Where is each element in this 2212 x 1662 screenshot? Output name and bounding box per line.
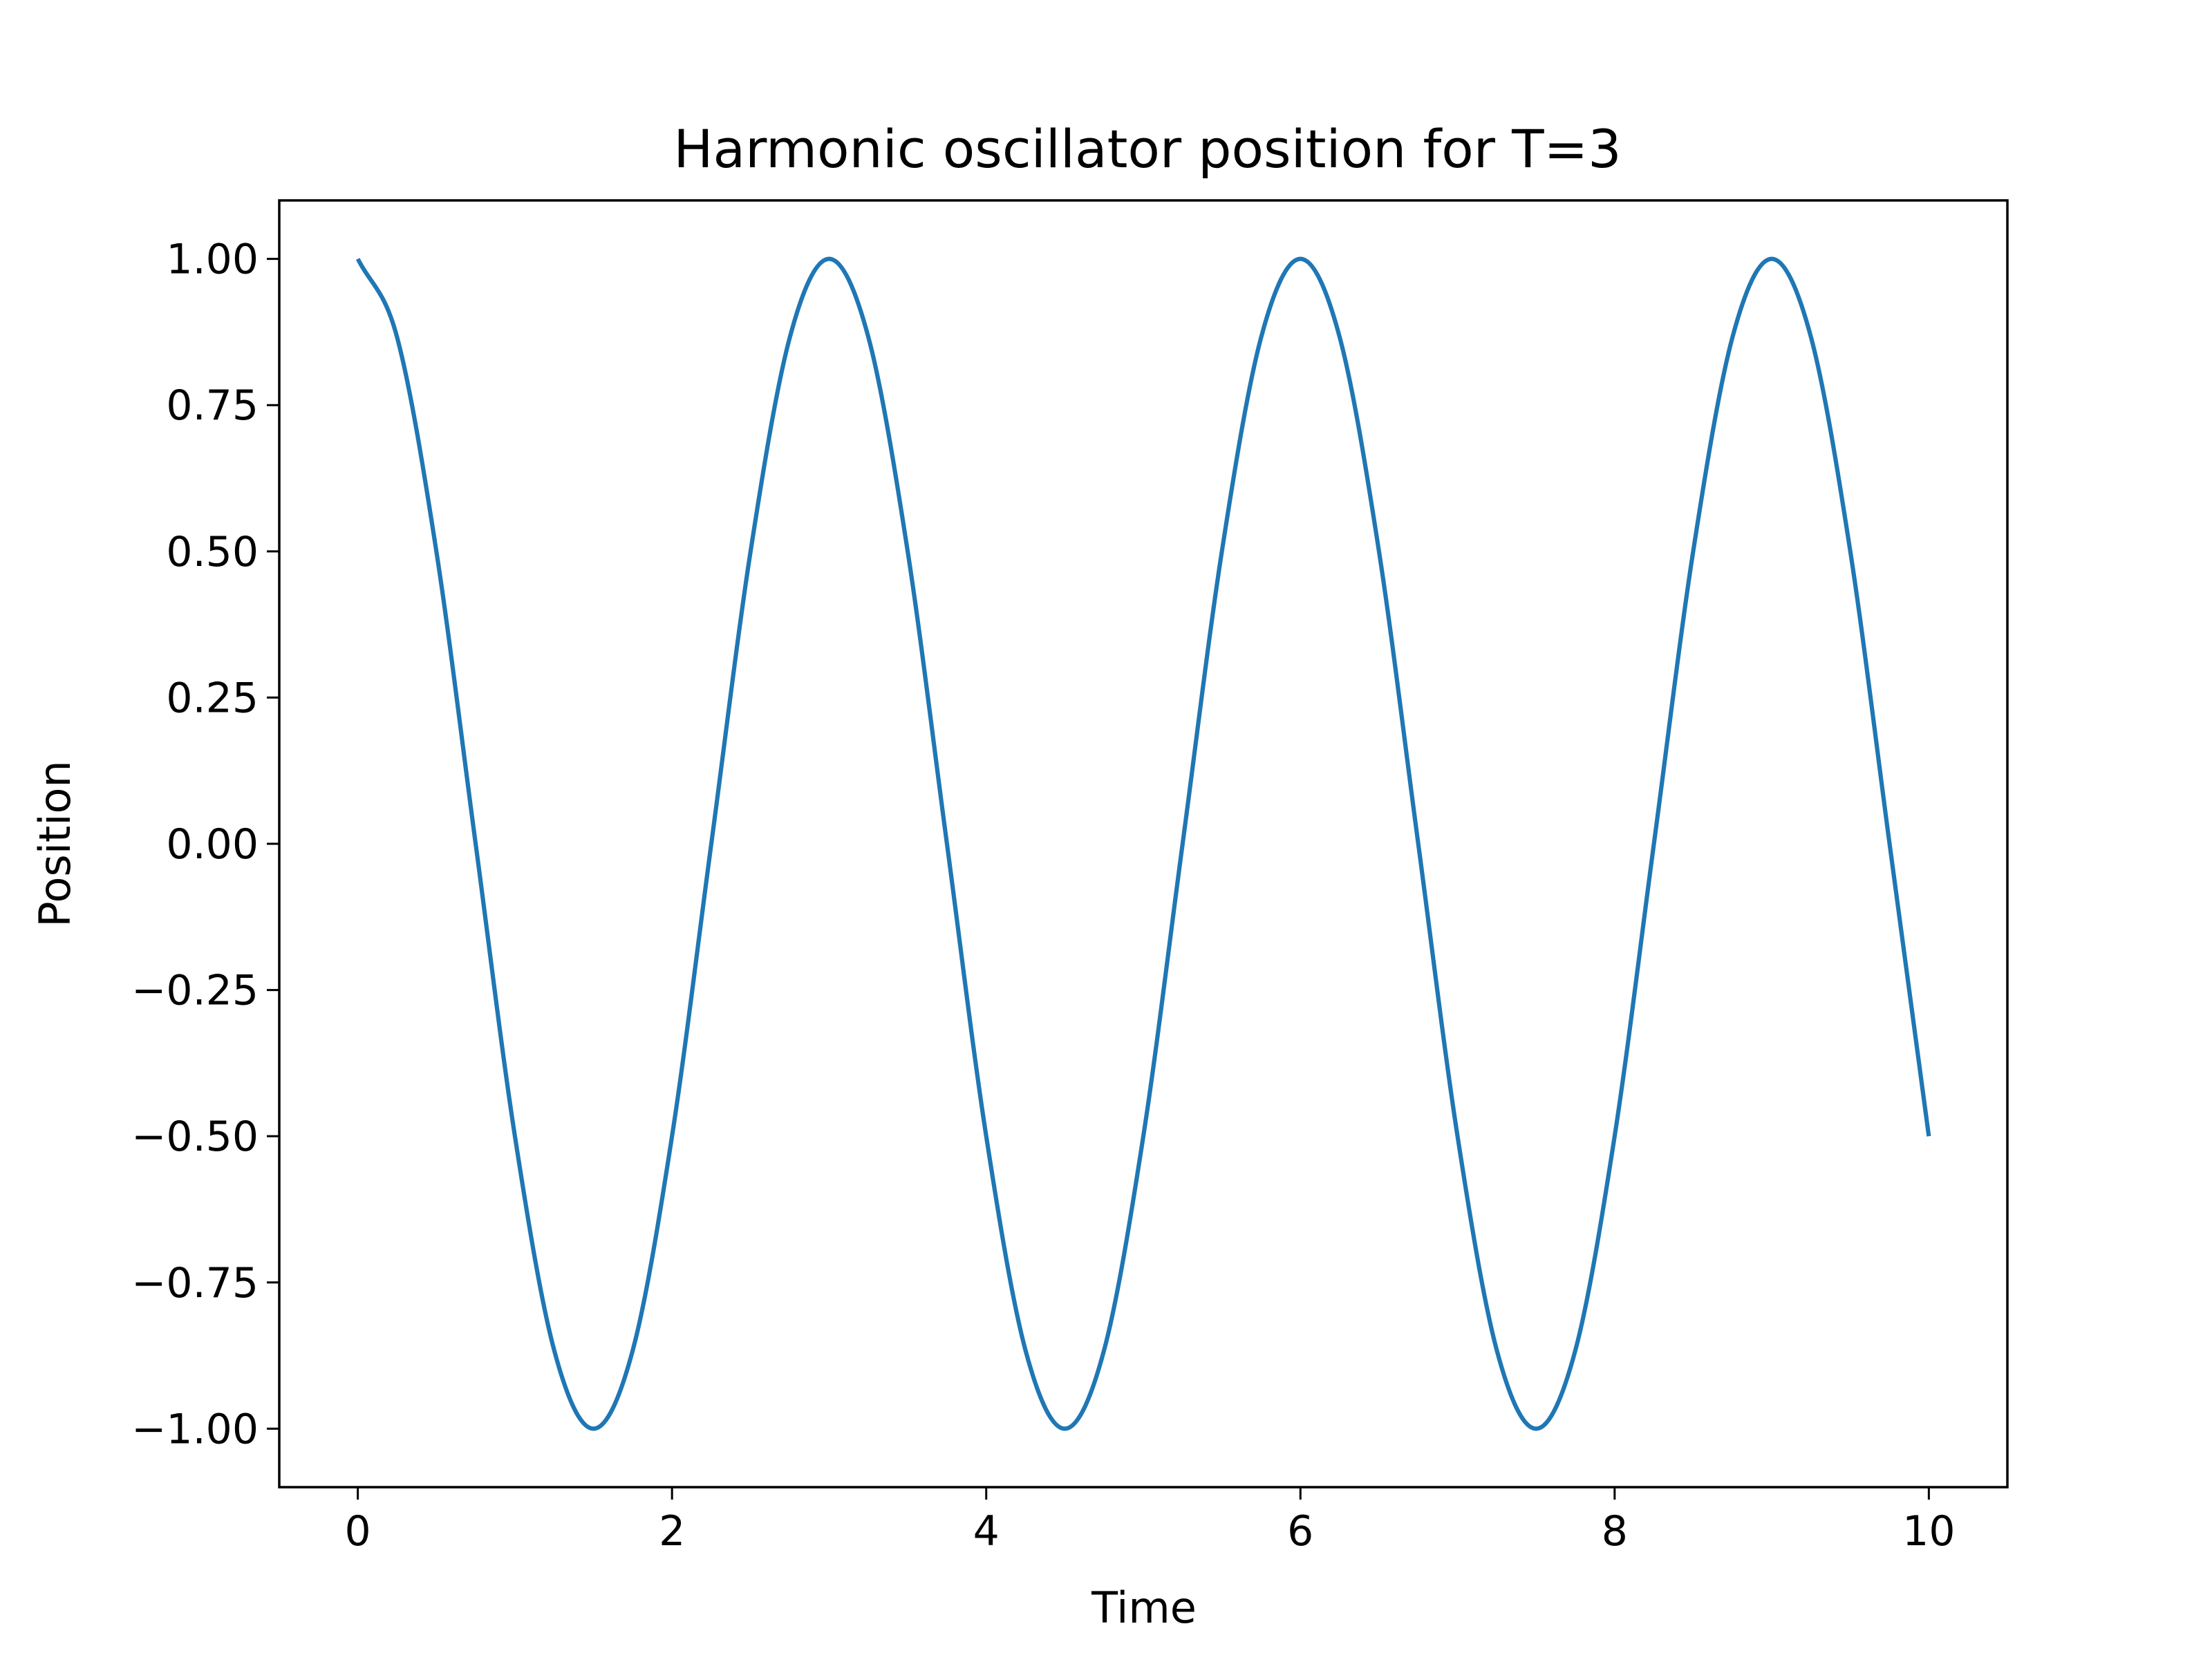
y-tick-label: 0.25 [166,674,259,722]
y-tick-label: −0.25 [131,967,259,1015]
y-tick-label: 0.75 [166,381,259,430]
x-tick-label: 10 [1902,1507,1955,1556]
x-axis-label: Time [1091,1583,1197,1633]
x-tick-label: 4 [973,1507,1000,1556]
y-tick-label: 0.00 [166,820,259,869]
y-tick-label: 0.50 [166,528,259,576]
y-tick-label: −0.75 [131,1259,259,1307]
chart-title: Harmonic oscillator position for T=3 [673,118,1621,180]
y-tick-label: 1.00 [166,236,259,284]
y-tick-label: −0.50 [131,1113,259,1161]
x-tick-label: 2 [659,1507,685,1556]
y-tick-label: −1.00 [131,1405,259,1453]
x-tick-label: 8 [1602,1507,1628,1556]
x-tick-label: 6 [1287,1507,1313,1556]
x-tick-label: 0 [345,1507,371,1556]
y-axis-label: Position [30,760,80,927]
